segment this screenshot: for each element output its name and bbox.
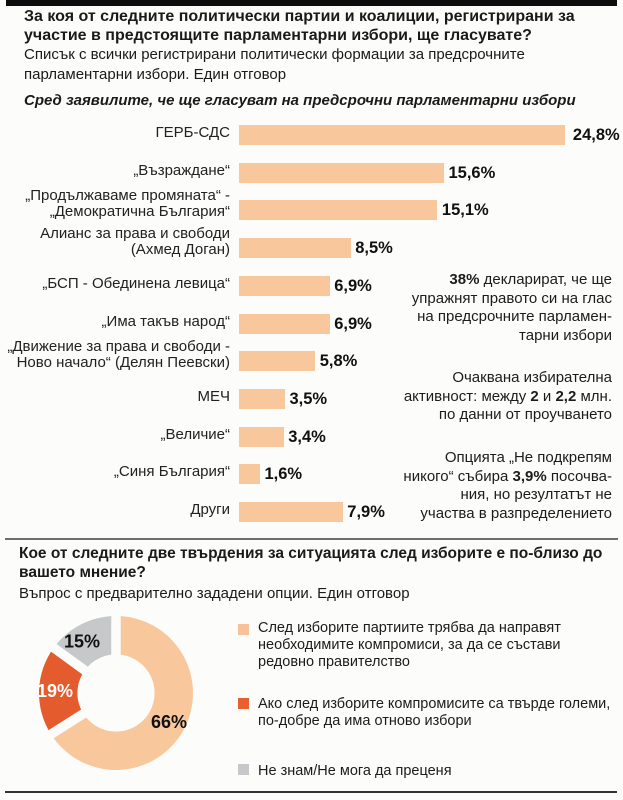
svg-text:15%: 15% bbox=[64, 632, 100, 652]
svg-text:66%: 66% bbox=[151, 712, 187, 732]
svg-text:19%: 19% bbox=[37, 681, 73, 701]
